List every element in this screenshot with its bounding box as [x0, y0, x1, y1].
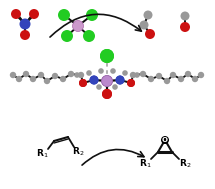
Circle shape	[180, 22, 190, 32]
Circle shape	[20, 19, 31, 29]
Circle shape	[96, 84, 102, 90]
Circle shape	[127, 79, 135, 87]
Text: R$_2$: R$_2$	[179, 158, 191, 170]
Circle shape	[145, 29, 155, 39]
Circle shape	[122, 70, 128, 76]
Circle shape	[23, 71, 29, 77]
Circle shape	[60, 76, 66, 82]
Circle shape	[58, 9, 70, 21]
Circle shape	[148, 76, 154, 82]
Circle shape	[68, 71, 74, 77]
Circle shape	[79, 79, 87, 87]
Circle shape	[185, 71, 191, 77]
Circle shape	[79, 79, 87, 87]
Circle shape	[181, 12, 189, 20]
Circle shape	[61, 30, 73, 42]
Circle shape	[72, 20, 83, 32]
Circle shape	[89, 75, 98, 84]
Circle shape	[30, 76, 36, 82]
Circle shape	[29, 9, 39, 19]
Circle shape	[11, 9, 21, 19]
Circle shape	[130, 72, 136, 78]
Circle shape	[140, 71, 146, 77]
Circle shape	[115, 75, 124, 84]
Circle shape	[161, 136, 169, 144]
Circle shape	[192, 76, 198, 82]
Circle shape	[74, 72, 80, 78]
Circle shape	[178, 76, 184, 82]
Text: R$_1$: R$_1$	[139, 158, 151, 170]
Text: R$_2$: R$_2$	[72, 146, 84, 158]
Circle shape	[143, 11, 152, 19]
Circle shape	[101, 75, 112, 87]
Circle shape	[86, 70, 92, 76]
Circle shape	[16, 76, 22, 82]
Text: O: O	[162, 136, 168, 143]
Circle shape	[86, 9, 98, 21]
Circle shape	[100, 49, 114, 63]
Circle shape	[10, 72, 16, 78]
Circle shape	[83, 30, 95, 42]
Circle shape	[38, 72, 44, 78]
Circle shape	[115, 75, 124, 84]
Circle shape	[170, 72, 176, 78]
Circle shape	[89, 75, 98, 84]
Circle shape	[20, 30, 30, 40]
Circle shape	[98, 68, 104, 74]
Circle shape	[102, 89, 112, 99]
Circle shape	[110, 68, 116, 74]
Circle shape	[100, 49, 114, 63]
Circle shape	[112, 84, 118, 90]
Circle shape	[101, 75, 112, 87]
Circle shape	[198, 72, 204, 78]
Circle shape	[52, 73, 58, 79]
Circle shape	[164, 78, 170, 84]
Circle shape	[156, 73, 162, 79]
Circle shape	[134, 72, 140, 78]
Circle shape	[140, 20, 149, 29]
Circle shape	[78, 72, 84, 78]
Circle shape	[102, 89, 112, 99]
Text: R$_1$: R$_1$	[36, 148, 48, 160]
Circle shape	[44, 78, 50, 84]
Circle shape	[127, 79, 135, 87]
